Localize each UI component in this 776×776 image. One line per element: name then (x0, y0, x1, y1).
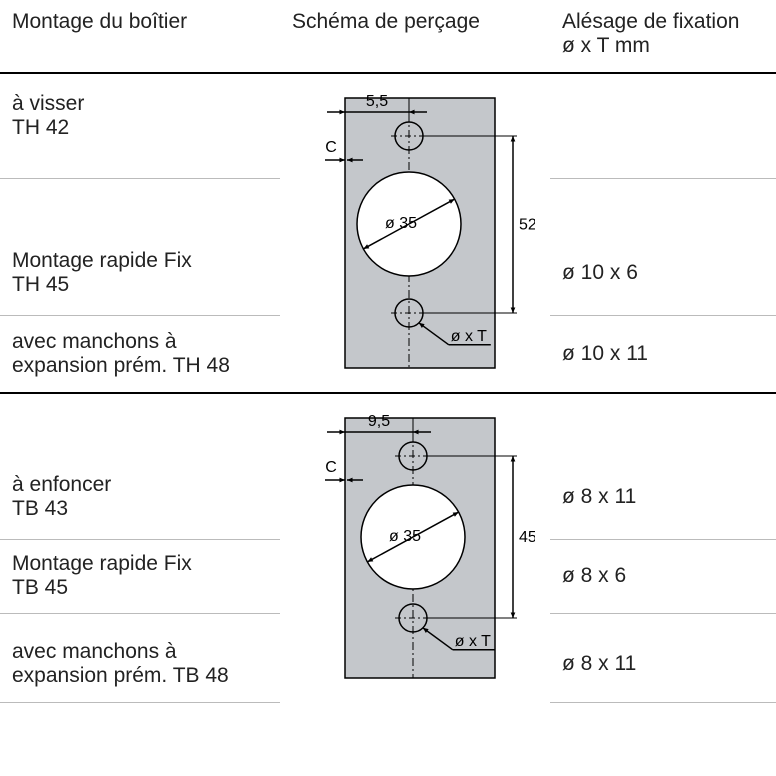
row-label: à visser TH 42 (0, 73, 280, 178)
header-col3-l2: ø x T mm (562, 34, 650, 57)
row-label: Montage rapide Fix TB 45 (0, 539, 280, 614)
svg-text:52: 52 (519, 217, 535, 234)
svg-text:9,5: 9,5 (368, 413, 390, 430)
row-label: avec manchons à expansion prém. TH 48 (0, 316, 280, 393)
diagram-cell-2: 9,5 Cø 35 45 ø x T (280, 393, 550, 702)
svg-text:ø 35: ø 35 (389, 528, 421, 545)
label-l2: TB 43 (12, 497, 268, 521)
svg-text:ø x T: ø x T (455, 633, 491, 650)
table-row: à enfoncer TB 43 9,5Cø 3545ø x T ø 8 x 1… (0, 393, 776, 539)
row-value (550, 73, 776, 178)
row-label: avec manchons à expansion prém. TB 48 (0, 614, 280, 702)
table-row: à visser TH 42 5,5Cø 3552ø x T (0, 73, 776, 178)
row-label: Montage rapide Fix TH 45 (0, 178, 280, 316)
label-l2: TB 45 (12, 576, 268, 600)
header-col1: Montage du boîtier (0, 0, 280, 73)
header-col3: Alésage de fixation ø x T mm (550, 0, 776, 73)
drilling-diagram-2: 9,5 Cø 35 45 ø x T (295, 408, 535, 688)
svg-text:ø x T: ø x T (451, 328, 487, 345)
diagram-cell-1: 5,5 Cø 35 52 ø x T (280, 73, 550, 393)
label-l2: TH 45 (12, 273, 268, 297)
header-row: Montage du boîtier Schéma de perçage Alé… (0, 0, 776, 73)
row-value: ø 8 x 11 (550, 614, 776, 702)
drilling-diagram-1: 5,5 Cø 35 52 ø x T (295, 88, 535, 378)
row-value: ø 8 x 11 (550, 393, 776, 539)
row-value: ø 10 x 11 (550, 316, 776, 393)
label-l1: à visser (12, 92, 268, 116)
row-value: ø 8 x 6 (550, 539, 776, 614)
row-value: ø 10 x 6 (550, 178, 776, 316)
header-col3-l1: Alésage de fixation (562, 10, 739, 33)
spec-table: Montage du boîtier Schéma de perçage Alé… (0, 0, 776, 703)
label-l1: avec manchons à (12, 640, 268, 664)
svg-text:45: 45 (519, 529, 535, 546)
row-label: à enfoncer TB 43 (0, 393, 280, 539)
label-l1: Montage rapide Fix (12, 249, 268, 273)
svg-text:C: C (325, 139, 337, 156)
label-l1: Montage rapide Fix (12, 552, 268, 576)
label-l1: avec manchons à (12, 330, 268, 354)
label-l1: à enfoncer (12, 473, 268, 497)
label-l2: TH 42 (12, 116, 268, 140)
svg-text:C: C (325, 459, 337, 476)
svg-text:5,5: 5,5 (366, 93, 388, 110)
label-l2: expansion prém. TB 48 (12, 664, 268, 688)
label-l2: expansion prém. TH 48 (12, 354, 268, 378)
svg-text:ø 35: ø 35 (385, 215, 417, 232)
header-col2: Schéma de perçage (280, 0, 550, 73)
